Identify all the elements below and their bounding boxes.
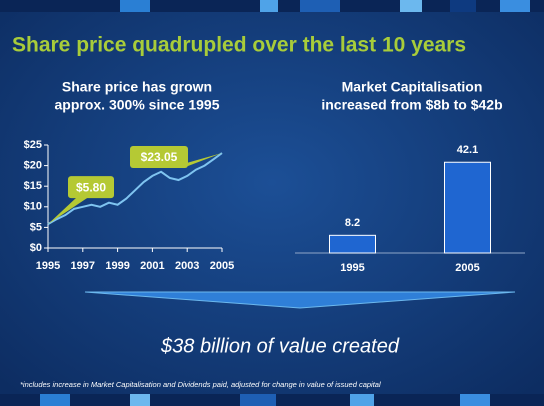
chart-subtitle: approx. 300% since 1995 [55, 97, 220, 113]
banner: $38 billion of value created [160, 335, 400, 357]
x-tick-label: 2003 [175, 260, 199, 272]
chart-subtitle: increased from $8b to $42b [321, 97, 502, 113]
x-tick-label: 1997 [71, 260, 95, 272]
price-line [47, 152, 223, 225]
x-tick-label: 1995 [340, 262, 364, 274]
chart-title: Market Capitalisation [342, 79, 483, 95]
top-stripe [0, 0, 544, 12]
callout [130, 146, 188, 169]
x-tick-label: 2005 [455, 262, 479, 274]
chart-title: Share price has grown [62, 79, 212, 95]
x-tick-label: 1995 [36, 260, 60, 272]
y-tick-label: $10 [24, 201, 42, 213]
bar [444, 161, 491, 254]
y-tick-label: $5 [30, 221, 42, 233]
callout-label: $23.05 [141, 150, 178, 164]
footnote: *includes increase in Market Capitalisat… [20, 380, 381, 389]
x-tick-label: 1999 [105, 260, 129, 272]
bottom-stripe [0, 394, 544, 406]
callout-pointer [48, 196, 90, 225]
y-tick-label: $20 [24, 160, 42, 172]
arrow [84, 291, 516, 309]
callout [68, 176, 114, 199]
x-tick-label: 2001 [140, 260, 164, 272]
y-tick-label: $25 [24, 139, 42, 151]
value-label: 42.1 [457, 144, 478, 156]
x-tick-label: 2005 [210, 260, 234, 272]
bar [329, 234, 376, 254]
value-label: 8.2 [345, 217, 360, 229]
y-tick-label: $0 [30, 242, 42, 254]
y-tick-label: $15 [24, 180, 42, 192]
callout-label: $5.80 [76, 180, 106, 194]
slide-title: Share price quadrupled over the last 10 … [12, 34, 466, 57]
